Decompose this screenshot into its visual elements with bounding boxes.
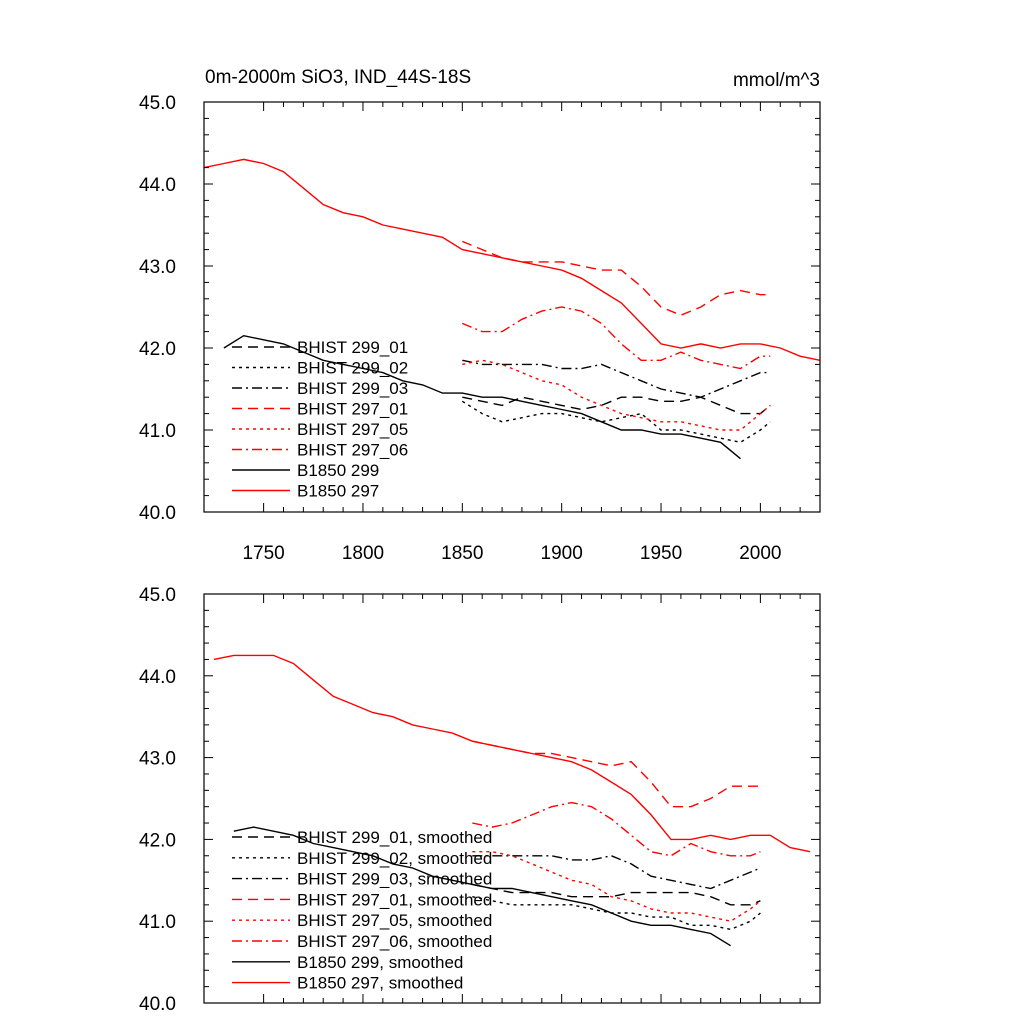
legend-item: B1850 297, smoothed [232, 974, 463, 993]
legend-item: BHIST 299_02, smoothed [232, 849, 492, 868]
y-tick-label: 41.0 [139, 421, 176, 442]
legend-item: BHIST 299_03 [232, 379, 408, 398]
series-line-4 [462, 359, 771, 431]
chart-title: 0m-2000m SiO3, IND_44S-18S [205, 67, 471, 88]
series-line-2 [462, 359, 771, 398]
series-line-1 [461, 400, 771, 444]
legend-label: BHIST 299_03, smoothed [297, 870, 492, 889]
series-line-2 [472, 855, 761, 890]
series-line-6 [223, 334, 741, 460]
x-tick-label: 2000 [739, 543, 781, 564]
legend-item: BHIST 297_01, smoothed [232, 890, 492, 909]
series-line-4 [472, 851, 761, 922]
y-tick-label: 42.0 [139, 830, 176, 851]
chart-panel-top: 0m-2000m SiO3, IND_44S-18S mmol/m^3 40.0… [139, 67, 821, 564]
series-line-7 [203, 158, 821, 361]
series-line-6 [233, 826, 731, 947]
x-tick-label: 1900 [541, 543, 583, 564]
y-tick-label: 41.0 [139, 912, 176, 933]
y-tick-label: 44.0 [139, 667, 176, 688]
legend-item: B1850 299 [232, 461, 379, 480]
legend-label: BHIST 299_01, smoothed [297, 828, 492, 847]
y-tick-label: 40.0 [139, 503, 176, 524]
axes: 40.0 41.0 42.0 43.0 44.0 45.0 1750 1800 1850 1900… [139, 93, 821, 564]
series-lines [203, 158, 821, 460]
chart-panel-bottom: 40.0 41.0 42.0 43.0 44.0 45.0 BHIST 299_01, s… [139, 585, 821, 1015]
y-tick-label: 44.0 [139, 175, 176, 196]
legend-item: BHIST 297_06 [232, 441, 408, 460]
legend-item: BHIST 297_06, smoothed [232, 932, 492, 951]
plot-frame [203, 101, 821, 513]
y-tick-label: 43.0 [139, 749, 176, 770]
legend-label: BHIST 297_05, smoothed [297, 911, 492, 930]
legend-label: BHIST 299_03 [297, 379, 408, 398]
series-lines [213, 654, 811, 947]
series-line-0 [472, 883, 761, 906]
legend-label: B1850 299 [297, 461, 379, 480]
x-tick-label: 1850 [441, 543, 483, 564]
axes: 40.0 41.0 42.0 43.0 44.0 45.0 [139, 585, 821, 1015]
y-tick-label: 40.0 [139, 994, 176, 1015]
legend-item: BHIST 299_01, smoothed [232, 828, 492, 847]
legend-label: B1850 299, smoothed [297, 953, 463, 972]
legend-item: BHIST 299_03, smoothed [232, 870, 492, 889]
y-tick-label: 43.0 [139, 257, 176, 278]
x-tick-label: 1800 [342, 543, 384, 564]
legend-label: BHIST 297_01 [297, 400, 408, 419]
legend-item: B1850 299, smoothed [232, 953, 463, 972]
legend-item: BHIST 297_05, smoothed [232, 911, 492, 930]
series-line-5 [462, 306, 771, 370]
legend-item: B1850 297 [232, 482, 379, 501]
series-line-5 [472, 801, 761, 857]
legend-label: BHIST 299_01 [297, 338, 408, 357]
legend-label: BHIST 297_06 [297, 441, 408, 460]
x-tick-label: 1750 [242, 543, 284, 564]
legend-label: BHIST 299_02, smoothed [297, 849, 492, 868]
legend-label: BHIST 297_05 [297, 420, 408, 439]
plot-frame [203, 593, 821, 1004]
y-tick-label: 42.0 [139, 339, 176, 360]
legend-label: BHIST 299_02 [297, 359, 408, 378]
series-line-1 [472, 896, 761, 931]
legend-item: BHIST 299_01 [232, 338, 408, 357]
x-tick-label: 1950 [640, 543, 682, 564]
y-tick-label: 45.0 [139, 93, 176, 114]
legend-item: BHIST 297_01 [232, 400, 408, 419]
legend-label: BHIST 297_01, smoothed [297, 890, 492, 909]
legend-item: BHIST 299_02 [232, 359, 408, 378]
legend-item: BHIST 297_05 [232, 420, 408, 439]
legend: BHIST 299_01, smoothed BHIST 299_02, smoo… [232, 828, 492, 993]
units-label: mmol/m^3 [733, 70, 820, 91]
legend-label: B1850 297, smoothed [297, 974, 463, 993]
legend-label: B1850 297 [297, 482, 379, 501]
legend-label: BHIST 297_06, smoothed [297, 932, 492, 951]
y-tick-label: 45.0 [139, 585, 176, 606]
series-line-7 [213, 654, 811, 853]
